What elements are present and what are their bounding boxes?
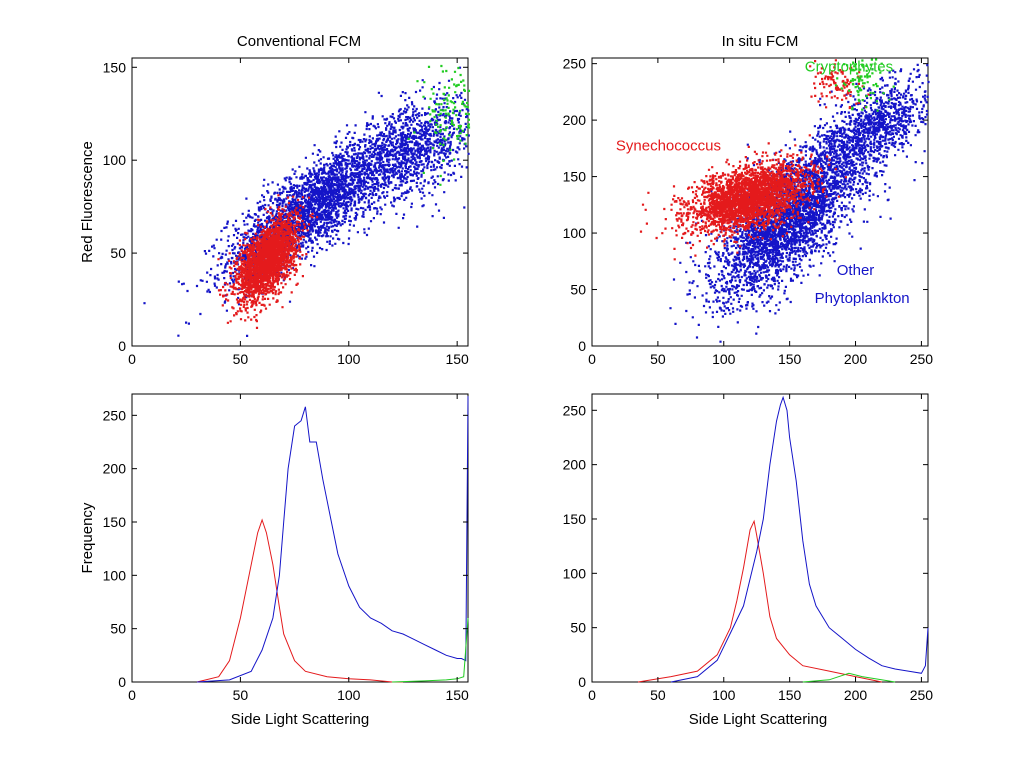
scatter-points	[639, 58, 930, 343]
x-tick-label: 150	[778, 687, 802, 703]
x-tick-label: 100	[712, 687, 736, 703]
plot-frame	[591, 393, 929, 683]
scatter-points	[143, 64, 471, 337]
x-tick-label: 150	[778, 351, 802, 367]
x-tick-label: 250	[910, 351, 934, 367]
y-axis-label: Frequency	[79, 502, 96, 573]
panel-conventional-histogram: 0 50 100 150 0 50 100 150 200 250 Frequency Side …	[79, 393, 469, 728]
tick-labels: 0 50 100 150 200 250 0 50 100 150 200 250	[563, 394, 934, 703]
y-tick-label: 0	[118, 674, 126, 690]
tick-labels: 0 50 100 150 0 50 100 150 200 250	[103, 394, 469, 703]
y-tick-label: 50	[570, 620, 586, 636]
y-tick-label: 150	[563, 169, 587, 185]
x-tick-label: 100	[712, 351, 736, 367]
chart-title: Conventional FCM	[237, 33, 361, 50]
cluster-annotation: Other	[837, 262, 875, 279]
x-tick-label: 100	[337, 351, 361, 367]
x-tick-label: 50	[650, 351, 666, 367]
x-tick-label: 150	[445, 351, 469, 367]
y-tick-label: 150	[103, 514, 127, 530]
y-tick-label: 100	[563, 225, 587, 241]
cluster-annotations: Cryptophytes Synechococcus Other Phytoplank…	[616, 59, 910, 308]
y-tick-label: 50	[570, 282, 586, 298]
cluster-annotation: Synechococcus	[616, 138, 721, 155]
tick-labels: 0 50 100 150 200 250 0 50 100 150 200 250	[563, 56, 934, 367]
tick-labels: 0 50 100 150 0 50 100 150	[103, 58, 469, 367]
cluster-annotation: Cryptophytes	[805, 59, 893, 76]
chart-title: In situ FCM	[722, 33, 799, 50]
y-tick-label: 50	[110, 621, 126, 637]
x-tick-label: 50	[233, 351, 249, 367]
scatter-cluster	[143, 66, 462, 337]
y-tick-label: 0	[118, 338, 126, 354]
x-tick-label: 0	[588, 351, 596, 367]
x-tick-label: 250	[910, 687, 934, 703]
scatter-cluster	[669, 69, 914, 343]
panel-insitu-histogram: 0 50 100 150 200 250 0 50 100 150 200 250 Side Ligh…	[563, 393, 934, 728]
histogram-line	[638, 519, 883, 683]
y-tick-label: 250	[563, 402, 587, 418]
panel-conventional-scatter: Conventional FCM 0 50 100 150 0 50 100 150 Red …	[79, 33, 471, 367]
panel-insitu-scatter: In situ FCM Cryptophytes Synechococcus Oth…	[563, 33, 934, 367]
histogram-lines	[638, 395, 929, 683]
x-tick-label: 0	[128, 351, 136, 367]
x-tick-label: 100	[337, 687, 361, 703]
y-tick-label: 250	[563, 56, 587, 72]
scatter-cluster	[784, 63, 930, 219]
scatter-cluster	[809, 59, 870, 110]
y-tick-label: 0	[578, 674, 586, 690]
y-tick-label: 200	[103, 461, 127, 477]
histogram-lines	[196, 396, 469, 683]
x-tick-label: 0	[588, 687, 596, 703]
y-tick-label: 200	[563, 457, 587, 473]
histogram-line	[802, 672, 896, 683]
x-tick-label: 150	[445, 687, 469, 703]
x-axis-label: Side Light Scattering	[689, 711, 827, 728]
x-axis-label: Side Light Scattering	[231, 711, 369, 728]
scatter-cluster	[834, 58, 895, 112]
y-tick-label: 100	[563, 565, 587, 581]
histogram-line	[670, 395, 929, 683]
x-tick-label: 0	[128, 687, 136, 703]
y-tick-label: 150	[103, 59, 127, 75]
y-tick-label: 50	[110, 245, 126, 261]
y-tick-label: 100	[103, 567, 127, 583]
x-tick-label: 200	[844, 687, 868, 703]
y-tick-label: 200	[563, 112, 587, 128]
scatter-cluster	[292, 79, 470, 240]
histogram-line	[392, 617, 469, 683]
histogram-line	[196, 396, 469, 683]
histogram-line	[196, 518, 403, 683]
y-tick-label: 100	[103, 152, 127, 168]
y-axis-label: Red Fluorescence	[79, 141, 96, 263]
x-tick-label: 200	[844, 351, 868, 367]
x-tick-label: 50	[650, 687, 666, 703]
cluster-annotation: Phytoplankton	[815, 290, 910, 307]
y-tick-label: 150	[563, 511, 587, 527]
y-tick-label: 250	[103, 407, 127, 423]
scatter-cluster	[639, 134, 847, 261]
x-tick-label: 50	[233, 687, 249, 703]
scatter-cluster	[217, 194, 319, 329]
y-tick-label: 0	[578, 338, 586, 354]
plot-frame	[131, 393, 469, 683]
